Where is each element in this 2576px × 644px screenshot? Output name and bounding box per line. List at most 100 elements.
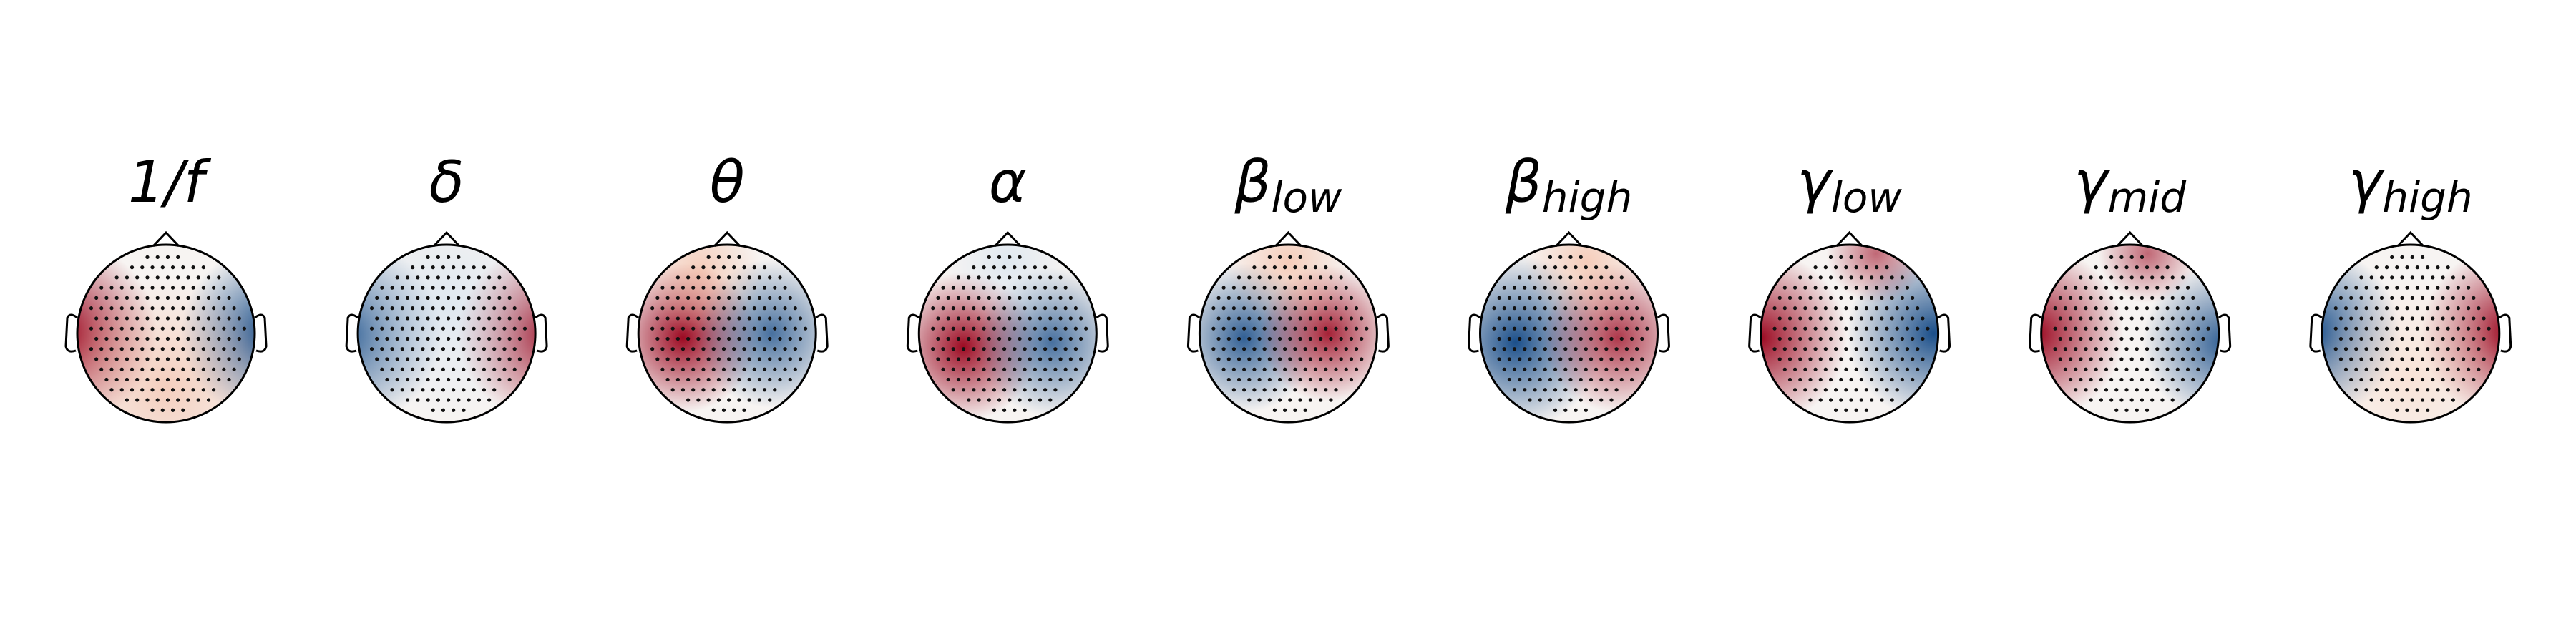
panel-title: θ xyxy=(710,149,745,215)
sensor xyxy=(2129,336,2134,341)
sensor xyxy=(701,367,706,371)
sensor xyxy=(783,347,787,351)
sensor xyxy=(2063,367,2068,371)
sensor xyxy=(1308,398,1312,402)
sensor xyxy=(2431,398,2435,402)
sensor xyxy=(1023,408,1027,412)
sensor xyxy=(2384,388,2389,392)
sensor xyxy=(727,296,731,300)
sensor xyxy=(2058,296,2062,300)
sensor xyxy=(181,388,185,392)
sensor xyxy=(1068,357,1073,361)
sensor xyxy=(2415,326,2419,331)
sensor xyxy=(752,326,756,331)
sensor xyxy=(1528,398,1532,402)
sensor xyxy=(2079,336,2083,341)
sensor xyxy=(2074,306,2078,311)
sensor xyxy=(135,398,140,402)
sensor xyxy=(2074,367,2078,371)
topomap: γlow xyxy=(1748,149,1951,424)
sensor xyxy=(2135,265,2139,270)
sensor xyxy=(982,326,986,331)
sensor xyxy=(2405,286,2409,290)
sensor xyxy=(160,326,165,331)
sensor xyxy=(1594,367,1599,371)
sensor xyxy=(89,326,94,331)
sensor xyxy=(2185,367,2190,371)
sensor xyxy=(2170,398,2175,402)
sensor xyxy=(2094,347,2098,351)
sensor xyxy=(390,306,394,311)
sensor xyxy=(482,388,487,392)
sensor xyxy=(2374,367,2379,371)
sensor xyxy=(956,316,961,321)
sensor xyxy=(1614,388,1619,392)
sensor xyxy=(1518,296,1522,300)
sensor xyxy=(951,388,955,392)
sensor xyxy=(1262,367,1267,371)
sensor xyxy=(1252,265,1257,270)
sensor xyxy=(457,377,461,382)
sensor xyxy=(390,326,394,331)
title-symbol: γ xyxy=(1797,149,1833,215)
sensor xyxy=(2119,377,2124,382)
sensor xyxy=(967,336,971,341)
sensor xyxy=(1604,388,1609,392)
sensor xyxy=(2094,367,2098,371)
sensor xyxy=(232,326,236,331)
sensor xyxy=(2441,296,2445,300)
sensor xyxy=(1890,336,1894,341)
sensor xyxy=(2333,326,2338,331)
sensor xyxy=(1787,377,1792,382)
sensor xyxy=(222,326,226,331)
sensor xyxy=(1916,367,1920,371)
sensor xyxy=(1038,336,1043,341)
sensor xyxy=(977,398,981,402)
head-outline xyxy=(356,243,537,424)
sensor xyxy=(446,275,451,280)
sensor xyxy=(1257,336,1262,341)
sensor xyxy=(1533,347,1537,351)
sensor xyxy=(196,336,200,341)
sensor xyxy=(992,408,996,412)
sensor xyxy=(701,286,706,290)
sensor xyxy=(1854,347,1858,351)
sensor xyxy=(691,367,696,371)
ear xyxy=(535,313,548,353)
sensor xyxy=(1507,336,1512,341)
sensor xyxy=(1018,398,1022,402)
sensor xyxy=(431,347,435,351)
sensor xyxy=(2354,388,2358,392)
sensor xyxy=(1818,296,1823,300)
sensor xyxy=(1073,326,1078,331)
sensor xyxy=(2420,398,2425,402)
sensor xyxy=(1313,326,1318,331)
sensor xyxy=(972,306,976,311)
sensor xyxy=(727,377,731,382)
sensor xyxy=(2201,316,2205,321)
sensor xyxy=(1558,398,1563,402)
sensor xyxy=(1272,347,1277,351)
sensor xyxy=(1589,357,1594,361)
sensor xyxy=(1890,316,1894,321)
sensor xyxy=(517,357,522,361)
sensor xyxy=(472,326,476,331)
sensor xyxy=(1808,377,1813,382)
sensor xyxy=(2472,357,2476,361)
sensor xyxy=(1808,336,1813,341)
sensor xyxy=(2175,326,2180,331)
sensor xyxy=(660,306,665,311)
sensor xyxy=(946,357,950,361)
sensor xyxy=(696,316,701,321)
sensor xyxy=(400,347,404,351)
sensor xyxy=(492,367,497,371)
head-outline xyxy=(2321,243,2501,424)
sensor xyxy=(2129,316,2134,321)
sensor xyxy=(1563,326,1568,331)
sensor xyxy=(1298,275,1302,280)
sensor xyxy=(1870,296,1874,300)
sensor xyxy=(165,296,170,300)
sensor xyxy=(2191,316,2195,321)
sensor xyxy=(1023,286,1027,290)
sensor xyxy=(2436,367,2440,371)
